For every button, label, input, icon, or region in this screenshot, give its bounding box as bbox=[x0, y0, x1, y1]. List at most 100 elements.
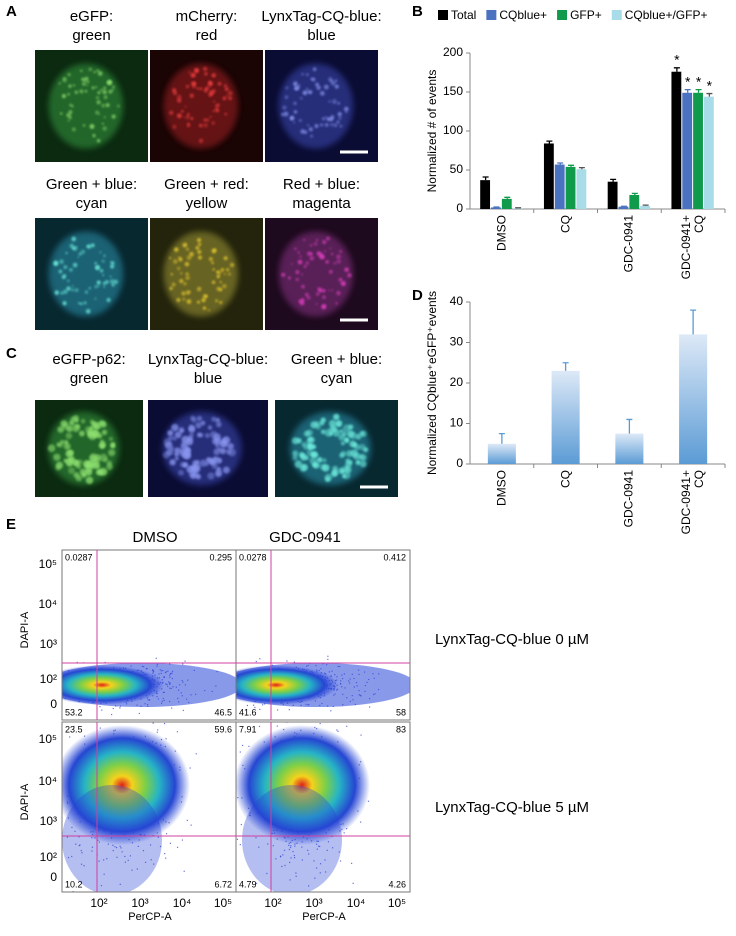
bar bbox=[682, 92, 693, 209]
puncta bbox=[336, 254, 341, 260]
y-tick-label: 0 bbox=[456, 201, 463, 215]
error-bar bbox=[568, 164, 575, 167]
event-dot bbox=[267, 843, 269, 845]
bar bbox=[551, 370, 580, 464]
puncta bbox=[75, 474, 83, 482]
puncta bbox=[71, 284, 74, 287]
event-dot bbox=[153, 863, 155, 865]
puncta bbox=[325, 116, 328, 119]
event-dot bbox=[176, 846, 179, 848]
plot-frame bbox=[235, 549, 411, 721]
event-dot bbox=[112, 849, 114, 852]
puncta bbox=[213, 448, 221, 456]
y-tick-label: 100 bbox=[443, 123, 463, 137]
puncta bbox=[103, 116, 107, 119]
quadrant-value: 0.295 bbox=[209, 552, 232, 562]
x-tick-label: 10² bbox=[264, 896, 281, 910]
event-dot bbox=[103, 873, 105, 875]
puncta bbox=[344, 438, 350, 444]
puncta bbox=[63, 274, 67, 277]
event-dot bbox=[255, 837, 257, 839]
puncta bbox=[180, 110, 184, 113]
image-label: magenta bbox=[292, 195, 351, 212]
event-dot bbox=[293, 854, 295, 857]
cell-signal bbox=[47, 411, 120, 486]
legend-label: CQblue+/GFP+ bbox=[625, 8, 708, 22]
y-tick-label: 0 bbox=[50, 870, 57, 884]
puncta bbox=[336, 290, 341, 296]
puncta bbox=[338, 116, 342, 120]
puncta bbox=[196, 87, 200, 90]
puncta bbox=[306, 429, 314, 437]
event-dot bbox=[327, 841, 330, 843]
puncta bbox=[217, 458, 223, 463]
puncta bbox=[179, 428, 184, 434]
column-title: DMSO bbox=[133, 529, 178, 546]
event-dot bbox=[112, 707, 114, 710]
y-tick-label: 10³ bbox=[40, 637, 57, 651]
puncta bbox=[213, 100, 216, 103]
puncta bbox=[71, 236, 77, 242]
panel-letter: A bbox=[6, 3, 17, 20]
puncta bbox=[227, 272, 231, 276]
puncta bbox=[227, 90, 233, 96]
event-dot bbox=[119, 707, 121, 709]
puncta bbox=[308, 127, 313, 132]
puncta bbox=[168, 435, 174, 441]
puncta bbox=[202, 294, 208, 299]
puncta bbox=[88, 286, 92, 290]
event-dot bbox=[255, 660, 257, 663]
puncta bbox=[103, 86, 107, 90]
puncta bbox=[97, 91, 101, 95]
density bbox=[62, 725, 190, 845]
x-tick-label: 10³ bbox=[131, 896, 148, 910]
chart-b: B 0 50 100 150 200 Normalized # of events * * * * T… bbox=[412, 3, 726, 215]
puncta bbox=[200, 420, 206, 426]
puncta bbox=[188, 424, 195, 431]
puncta bbox=[105, 103, 110, 108]
puncta bbox=[186, 299, 192, 305]
puncta bbox=[196, 415, 203, 422]
event-dot bbox=[103, 859, 105, 861]
legend-label: Total bbox=[451, 8, 476, 22]
puncta bbox=[323, 249, 327, 253]
quadrant-value: 59.6 bbox=[214, 724, 232, 734]
puncta bbox=[189, 93, 194, 98]
puncta bbox=[208, 256, 214, 262]
density-plot bbox=[236, 722, 410, 892]
event-dot bbox=[330, 710, 332, 712]
puncta bbox=[336, 259, 342, 264]
event-dot bbox=[74, 830, 76, 832]
puncta bbox=[223, 272, 226, 276]
puncta bbox=[77, 256, 80, 259]
event-dot bbox=[58, 681, 59, 682]
puncta bbox=[84, 468, 93, 476]
event-dot bbox=[183, 870, 185, 872]
puncta bbox=[215, 443, 220, 448]
event-dot bbox=[319, 872, 321, 874]
event-dot bbox=[144, 861, 147, 863]
y-axis-label: Normalized CQblue⁺eGFP⁺events bbox=[425, 291, 439, 475]
puncta bbox=[293, 121, 296, 124]
quadrant-value: 0.0278 bbox=[239, 552, 267, 562]
error-bar bbox=[546, 140, 553, 144]
error-bar bbox=[482, 176, 489, 181]
puncta bbox=[80, 418, 86, 424]
puncta bbox=[314, 123, 319, 129]
y-tick-label: 10⁵ bbox=[39, 557, 57, 571]
puncta bbox=[216, 109, 220, 113]
event-dot bbox=[369, 706, 371, 708]
event-dot bbox=[360, 734, 362, 736]
cell-signal bbox=[48, 231, 124, 317]
event-dot bbox=[337, 730, 339, 732]
event-dot bbox=[258, 846, 260, 848]
puncta bbox=[185, 277, 188, 280]
puncta bbox=[281, 112, 285, 117]
event-dot bbox=[292, 850, 294, 853]
puncta bbox=[311, 462, 318, 468]
puncta bbox=[205, 87, 208, 90]
puncta bbox=[203, 66, 208, 71]
puncta bbox=[292, 450, 299, 457]
event-dot bbox=[186, 819, 188, 821]
puncta bbox=[188, 71, 191, 74]
